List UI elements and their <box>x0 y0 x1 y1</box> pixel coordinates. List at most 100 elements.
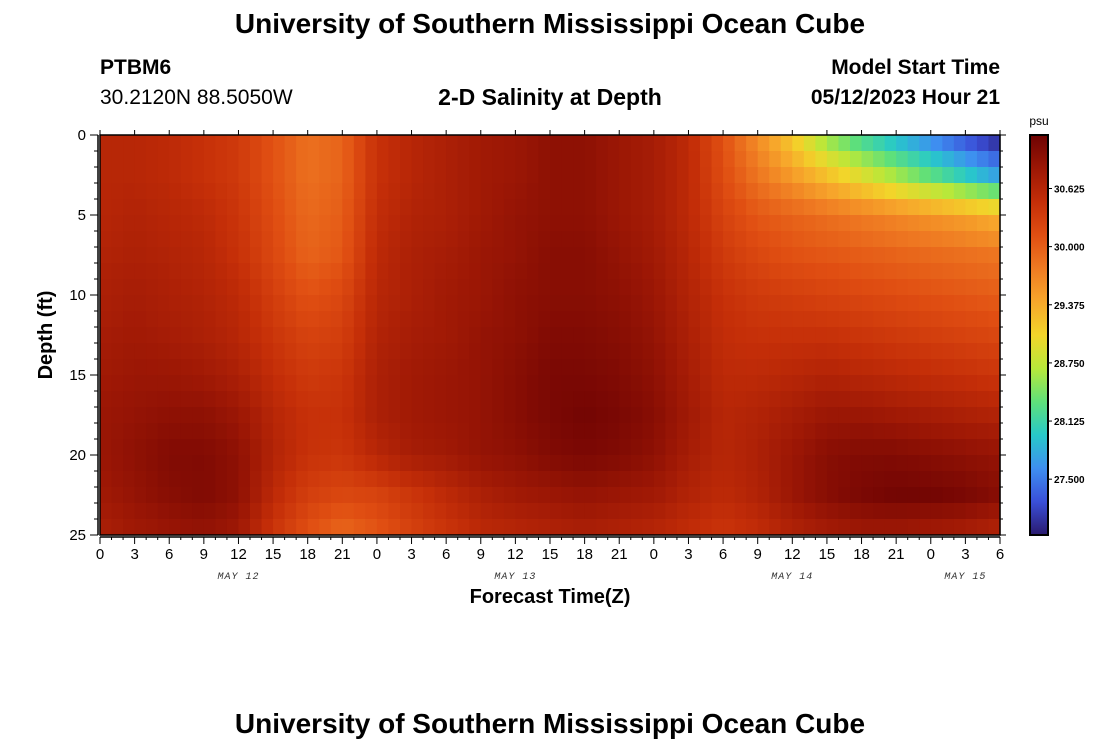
heatmap-cell <box>111 439 124 456</box>
heatmap-cell <box>976 279 990 296</box>
heatmap-cell <box>711 359 724 376</box>
heatmap-cell <box>953 423 966 440</box>
heatmap-cell <box>965 247 978 264</box>
heatmap-cell <box>157 503 170 520</box>
heatmap-cell <box>411 167 424 184</box>
heatmap-cell <box>746 279 759 296</box>
heatmap-cell <box>180 295 193 312</box>
heatmap-cell <box>111 135 124 152</box>
heatmap-cell <box>342 375 355 392</box>
heatmap-cell <box>550 423 563 440</box>
heatmap-cell <box>376 215 390 232</box>
heatmap-cell <box>446 375 459 392</box>
heatmap-cell <box>596 391 609 408</box>
heatmap-cell <box>503 359 516 376</box>
heatmap-cell <box>296 167 309 184</box>
heatmap-cell <box>850 231 863 248</box>
heatmap-cell <box>780 471 793 488</box>
heatmap-cell <box>400 519 413 536</box>
heatmap-cell <box>930 327 943 344</box>
heatmap-cell <box>423 199 436 216</box>
heatmap-cell <box>215 439 228 456</box>
heatmap-cell <box>919 391 932 408</box>
heatmap-cell <box>353 311 366 328</box>
heatmap-cell <box>492 295 505 312</box>
heatmap-cell <box>284 455 297 472</box>
heatmap-cell <box>457 391 470 408</box>
heatmap-cell <box>642 295 655 312</box>
heatmap-cell <box>965 375 978 392</box>
heatmap-cell <box>780 519 793 536</box>
heatmap-cell <box>411 439 424 456</box>
heatmap-cell <box>446 519 459 536</box>
heatmap-cell <box>192 279 205 296</box>
heatmap-cell <box>307 295 320 312</box>
heatmap-cell <box>584 487 597 504</box>
heatmap-cell <box>238 503 251 520</box>
heatmap-cell <box>792 327 805 344</box>
heatmap-cell <box>965 311 978 328</box>
heatmap-cell <box>838 359 851 376</box>
heatmap-cell <box>757 359 770 376</box>
heatmap-cell <box>815 295 828 312</box>
model-start-label: Model Start Time <box>831 56 1000 79</box>
heatmap-cell <box>284 487 297 504</box>
heatmap-cell <box>469 167 482 184</box>
heatmap-cell <box>192 519 205 536</box>
heatmap-cell <box>573 295 586 312</box>
heatmap-cell <box>307 487 320 504</box>
heatmap-cell <box>665 375 678 392</box>
heatmap-cell <box>134 167 147 184</box>
heatmap-cell <box>873 151 886 168</box>
heatmap-cell <box>111 263 124 280</box>
heatmap-cell <box>723 135 736 152</box>
heatmap-cell <box>226 503 240 520</box>
heatmap-cell <box>607 487 620 504</box>
heatmap-cell <box>746 359 759 376</box>
heatmap-cell <box>792 311 805 328</box>
heatmap-cell <box>850 263 863 280</box>
heatmap-cell <box>723 183 736 200</box>
heatmap-cell <box>319 407 332 424</box>
heatmap-cell <box>250 135 263 152</box>
heatmap-cell <box>630 167 643 184</box>
heatmap-cell <box>111 327 124 344</box>
heatmap-cell <box>330 359 343 376</box>
heatmap-cell <box>630 231 643 248</box>
heatmap-cell <box>330 215 343 232</box>
heatmap-cell <box>261 231 274 248</box>
heatmap-cell <box>273 135 286 152</box>
x-tick-label: 0 <box>96 546 104 563</box>
heatmap-cell <box>873 183 886 200</box>
heatmap-cell <box>573 279 586 296</box>
heatmap-cell <box>480 519 493 536</box>
heatmap-cell <box>630 199 643 216</box>
heatmap-cell <box>769 487 782 504</box>
heatmap-cell <box>446 327 459 344</box>
heatmap-cell <box>538 167 551 184</box>
heatmap-cell <box>803 279 816 296</box>
heatmap-cell <box>700 487 713 504</box>
heatmap-cell <box>700 295 713 312</box>
heatmap-cell <box>134 391 147 408</box>
heatmap-cell <box>400 439 413 456</box>
heatmap-cell <box>896 503 909 520</box>
heatmap-cell <box>123 423 136 440</box>
heatmap-cell <box>965 359 978 376</box>
heatmap-cell <box>423 391 436 408</box>
heatmap-cell <box>734 359 747 376</box>
heatmap-cell <box>215 359 228 376</box>
heatmap-cell <box>942 295 955 312</box>
heatmap-cell <box>896 423 909 440</box>
heatmap-cell <box>515 423 528 440</box>
heatmap-cell <box>250 359 263 376</box>
heatmap-cell <box>538 407 551 424</box>
heatmap-cell <box>111 359 124 376</box>
heatmap-cell <box>146 327 159 344</box>
heatmap-cell <box>965 151 978 168</box>
heatmap-cell <box>896 455 909 472</box>
heatmap-cell <box>480 359 493 376</box>
station-coordinates: 30.2120N 88.5050W <box>100 86 293 109</box>
heatmap-cell <box>538 503 551 520</box>
heatmap-cell <box>480 135 493 152</box>
